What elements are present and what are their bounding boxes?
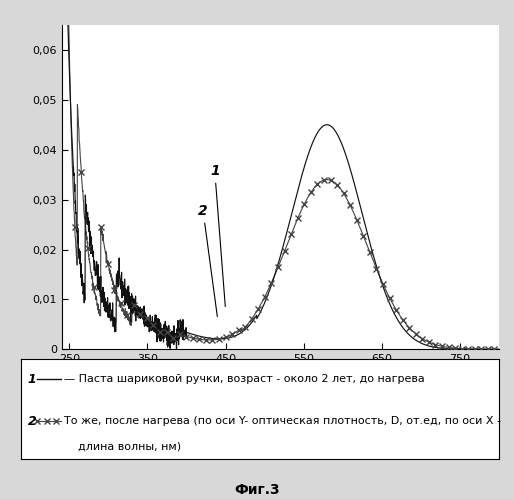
Text: длина волны, нм): длина волны, нм)	[64, 441, 181, 451]
Text: — Паста шариковой ручки, возраст - около 2 лет, до нагрева: — Паста шариковой ручки, возраст - около…	[64, 374, 425, 384]
Text: Фиг.3: Фиг.3	[234, 483, 280, 497]
Text: 2: 2	[28, 415, 36, 428]
Text: То же, после нагрева (по оси Y- оптическая плотность, D, от.ед, по оси X -: То же, после нагрева (по оси Y- оптическ…	[64, 416, 501, 426]
Text: 2: 2	[198, 204, 217, 316]
Text: 1: 1	[210, 164, 225, 306]
Text: 1: 1	[28, 373, 36, 386]
